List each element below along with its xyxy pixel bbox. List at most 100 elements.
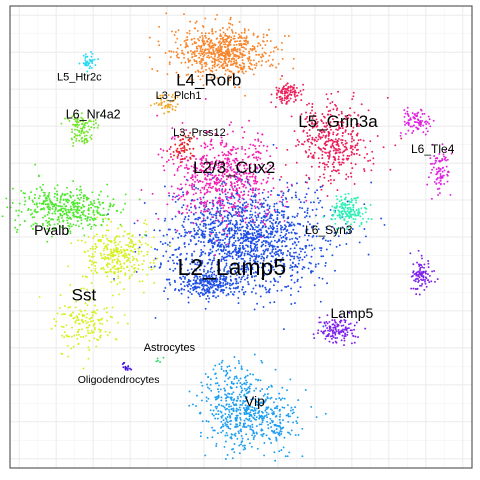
data-point <box>223 252 226 255</box>
data-point <box>370 181 373 184</box>
data-point <box>159 263 162 266</box>
data-point <box>68 120 71 122</box>
data-point <box>203 235 206 238</box>
data-point <box>273 259 276 262</box>
data-point <box>188 232 191 234</box>
data-point <box>135 270 138 273</box>
data-point <box>141 263 144 266</box>
data-point <box>122 208 125 211</box>
data-point <box>296 278 299 281</box>
data-point <box>205 52 208 55</box>
data-point <box>235 282 238 285</box>
data-point <box>184 183 187 186</box>
data-point <box>120 265 123 268</box>
data-point <box>348 203 351 206</box>
data-point <box>133 263 136 266</box>
data-point <box>201 284 203 287</box>
data-point <box>284 245 287 248</box>
data-point <box>276 245 279 248</box>
data-point <box>173 279 176 282</box>
data-point <box>264 244 267 247</box>
data-point <box>205 178 208 181</box>
data-point <box>213 226 216 229</box>
data-point <box>279 224 282 227</box>
data-point <box>218 252 221 255</box>
data-point <box>200 209 203 212</box>
data-point <box>241 68 244 71</box>
data-point <box>242 183 245 186</box>
data-point <box>200 248 203 251</box>
data-point <box>203 62 206 65</box>
data-point <box>246 244 249 247</box>
data-point <box>269 236 272 239</box>
data-point <box>227 154 230 157</box>
data-point <box>117 321 120 324</box>
data-point <box>319 199 322 202</box>
data-point <box>84 59 87 62</box>
data-point <box>107 229 110 232</box>
data-point <box>185 74 188 77</box>
data-point <box>249 203 252 206</box>
data-point <box>193 250 196 253</box>
data-point <box>242 214 245 217</box>
data-point <box>206 51 209 54</box>
data-point <box>106 248 109 251</box>
data-point <box>413 117 416 120</box>
data-point <box>339 227 342 229</box>
data-point <box>241 244 244 247</box>
data-point <box>224 168 227 171</box>
data-point <box>42 224 44 227</box>
data-point <box>177 29 180 32</box>
data-point <box>223 81 226 84</box>
data-point <box>92 324 95 327</box>
data-point <box>332 156 335 159</box>
data-point <box>291 196 293 199</box>
data-point <box>271 222 274 225</box>
data-point <box>211 279 214 281</box>
data-point <box>186 281 189 284</box>
data-point <box>291 255 294 258</box>
data-point <box>273 239 276 242</box>
data-point <box>103 247 106 250</box>
data-point <box>341 226 344 229</box>
data-point <box>350 153 353 156</box>
data-point <box>185 252 188 255</box>
data-point <box>233 232 236 235</box>
data-point <box>90 263 93 266</box>
data-point <box>269 65 271 68</box>
data-point <box>222 204 225 207</box>
data-point <box>75 319 78 322</box>
data-point <box>186 211 189 214</box>
data-point <box>406 112 409 115</box>
data-point <box>196 233 199 236</box>
data-point <box>33 203 36 206</box>
data-point <box>85 137 88 140</box>
data-point <box>327 179 330 182</box>
data-point <box>335 149 337 152</box>
data-point <box>334 222 337 225</box>
data-point <box>124 252 126 255</box>
data-point <box>256 246 259 249</box>
data-point <box>308 138 310 141</box>
data-point <box>201 48 204 51</box>
data-point <box>200 50 203 53</box>
data-point <box>126 258 129 261</box>
data-point <box>259 221 262 224</box>
data-point <box>320 188 323 191</box>
data-point <box>69 230 72 233</box>
data-point <box>202 268 205 271</box>
data-point <box>367 253 370 256</box>
data-point <box>301 207 304 210</box>
data-point <box>277 222 280 225</box>
data-point <box>196 198 199 201</box>
data-point <box>344 149 347 151</box>
data-point <box>303 266 306 269</box>
data-point <box>248 147 251 150</box>
data-point <box>265 219 268 222</box>
data-point <box>160 104 163 107</box>
data-point <box>88 317 91 320</box>
data-point <box>128 241 131 244</box>
data-point <box>323 168 326 171</box>
data-point <box>87 332 90 335</box>
data-point <box>311 209 314 211</box>
